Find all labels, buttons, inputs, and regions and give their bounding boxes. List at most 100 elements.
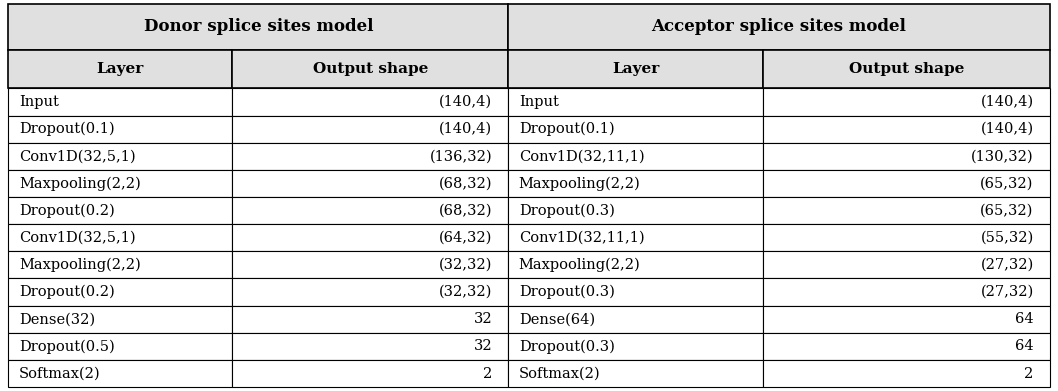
Text: Dropout(0.3): Dropout(0.3) [518,339,615,353]
Text: (64,32): (64,32) [439,231,492,245]
Text: Dense(32): Dense(32) [19,312,95,326]
Bar [763,88,1050,115]
Bar [233,50,508,88]
Bar [763,50,1050,88]
Bar [508,115,763,143]
Bar [763,278,1050,306]
Bar [8,88,233,115]
Bar [8,306,233,333]
Text: (136,32): (136,32) [430,149,492,163]
Text: 2: 2 [484,366,492,380]
Text: Dropout(0.5): Dropout(0.5) [19,339,115,353]
Text: Acceptor splice sites model: Acceptor splice sites model [652,18,907,36]
Bar [763,224,1050,251]
Bar [8,333,233,360]
Text: Maxpooling(2,2): Maxpooling(2,2) [19,176,141,190]
Text: Conv1D(32,5,1): Conv1D(32,5,1) [19,231,135,245]
Text: (32,32): (32,32) [439,285,492,299]
Bar [8,197,233,224]
Bar [233,306,508,333]
Text: Input: Input [19,95,59,109]
Text: Donor splice sites model: Donor splice sites model [144,18,373,36]
Bar [508,251,763,278]
Bar [8,224,233,251]
Text: Dropout(0.2): Dropout(0.2) [19,203,115,218]
Text: Maxpooling(2,2): Maxpooling(2,2) [19,258,141,272]
Text: (27,32): (27,32) [981,285,1034,299]
Text: Softmax(2): Softmax(2) [19,366,101,380]
Bar [763,170,1050,197]
Bar [8,360,233,387]
Text: 64: 64 [1015,312,1034,326]
Bar [233,197,508,224]
Bar [508,50,763,88]
Bar [763,333,1050,360]
Bar [8,115,233,143]
Text: Conv1D(32,11,1): Conv1D(32,11,1) [518,149,644,163]
Bar [8,4,508,50]
Bar [508,360,763,387]
Text: Output shape: Output shape [312,62,427,76]
Text: (130,32): (130,32) [971,149,1034,163]
Text: Dropout(0.1): Dropout(0.1) [19,122,114,136]
Text: Conv1D(32,11,1): Conv1D(32,11,1) [518,231,644,245]
Bar [233,360,508,387]
Text: Dropout(0.2): Dropout(0.2) [19,285,115,299]
Bar [763,115,1050,143]
Bar [763,360,1050,387]
Text: Maxpooling(2,2): Maxpooling(2,2) [518,176,640,190]
Bar [763,143,1050,170]
Text: (27,32): (27,32) [981,258,1034,272]
Bar [508,224,763,251]
Bar [233,278,508,306]
Text: 2: 2 [1024,366,1034,380]
Text: Dropout(0.3): Dropout(0.3) [518,285,615,299]
Bar [508,143,763,170]
Bar [233,170,508,197]
Text: Output shape: Output shape [849,62,964,76]
Bar [508,278,763,306]
Bar [233,224,508,251]
Bar [508,306,763,333]
Text: (140,4): (140,4) [439,95,492,109]
Text: (68,32): (68,32) [439,204,492,217]
Bar [233,88,508,115]
Bar [8,251,233,278]
Text: Conv1D(32,5,1): Conv1D(32,5,1) [19,149,135,163]
Bar [233,115,508,143]
Text: Layer: Layer [613,62,659,76]
Bar [233,333,508,360]
Bar [763,251,1050,278]
Bar [508,88,763,115]
Text: (65,32): (65,32) [981,176,1034,190]
Bar [8,50,233,88]
Text: Input: Input [518,95,559,109]
Text: Dense(64): Dense(64) [518,312,595,326]
Text: Dropout(0.1): Dropout(0.1) [518,122,615,136]
Bar [8,170,233,197]
Text: Maxpooling(2,2): Maxpooling(2,2) [518,258,640,272]
Bar [508,333,763,360]
Bar [508,4,1050,50]
Text: (140,4): (140,4) [981,122,1034,136]
Bar [508,197,763,224]
Text: (65,32): (65,32) [981,204,1034,217]
Text: (55,32): (55,32) [981,231,1034,245]
Text: (32,32): (32,32) [439,258,492,272]
Text: (140,4): (140,4) [439,122,492,136]
Bar [233,143,508,170]
Bar [233,251,508,278]
Bar [763,306,1050,333]
Bar [8,278,233,306]
Text: Layer: Layer [96,62,144,76]
Text: Softmax(2): Softmax(2) [518,366,600,380]
Bar [763,197,1050,224]
Text: 64: 64 [1015,339,1034,353]
Text: (68,32): (68,32) [439,176,492,190]
Bar [8,143,233,170]
Text: 32: 32 [474,312,492,326]
Text: (140,4): (140,4) [981,95,1034,109]
Text: 32: 32 [474,339,492,353]
Text: Dropout(0.3): Dropout(0.3) [518,203,615,218]
Bar [508,170,763,197]
